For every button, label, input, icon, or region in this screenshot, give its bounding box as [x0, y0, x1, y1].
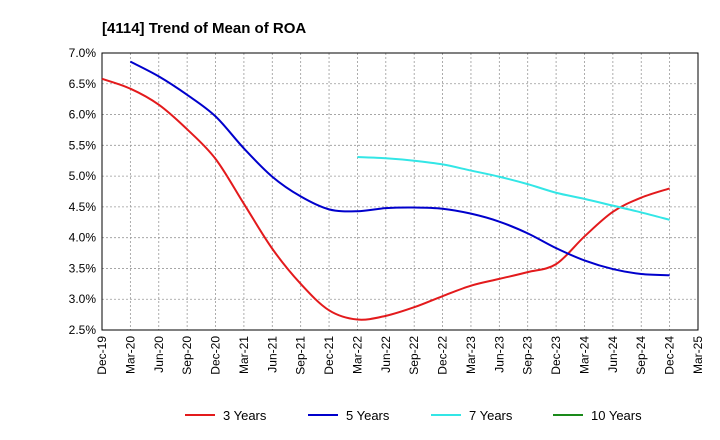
y-tick-label: 2.5%	[69, 323, 97, 337]
x-tick-label: Jun-21	[265, 336, 279, 373]
grid	[102, 53, 698, 330]
legend-item: 3 Years	[185, 408, 267, 423]
series-line-7-years	[357, 156, 670, 221]
x-tick-label: Jun-24	[606, 336, 620, 373]
legend-item: 5 Years	[308, 408, 390, 423]
y-tick-label: 6.5%	[69, 77, 97, 91]
legend: 3 Years 5 Years 7 Years 10 Years	[185, 408, 642, 423]
series-line-5-years	[129, 60, 670, 277]
x-tick-label: Dec-22	[436, 336, 450, 375]
series-line-3-years	[101, 77, 670, 321]
x-tick-label: Jun-23	[492, 336, 506, 373]
legend-item: 10 Years	[553, 408, 642, 423]
y-tick-label: 3.0%	[69, 292, 97, 306]
x-tick-label: Mar-20	[123, 336, 137, 374]
x-tick-label: Mar-21	[237, 336, 251, 374]
chart-title: [4114] Trend of Mean of ROA	[102, 20, 306, 37]
x-tick-label: Sep-23	[521, 336, 535, 375]
x-tick-label: Mar-22	[350, 336, 364, 374]
x-tick-label: Sep-21	[294, 336, 308, 375]
x-tick-label: Mar-25	[691, 336, 705, 374]
y-axis: 7.0% 6.5% 6.0% 5.5% 5.0% 4.5% 4.0% 3.5% 3.0% 2.5%	[69, 46, 97, 337]
y-tick-label: 3.5%	[69, 261, 97, 275]
x-tick-label: Mar-24	[577, 336, 591, 374]
x-tick-label: Jun-22	[379, 336, 393, 373]
y-tick-label: 5.5%	[69, 138, 97, 152]
plot-frame	[101, 52, 699, 331]
x-tick-label: Dec-20	[209, 336, 223, 375]
x-tick-label: Jun-20	[152, 336, 166, 373]
legend-label: 10 Years	[591, 408, 642, 423]
x-tick-label: Dec-19	[95, 336, 109, 375]
legend-item: 7 Years	[431, 408, 513, 423]
y-tick-label: 4.0%	[69, 231, 97, 245]
y-tick-label: 4.5%	[69, 200, 97, 214]
x-axis: Dec-19 Mar-20 Jun-20 Sep-20 Dec-20 Mar-21 Jun-…	[95, 336, 705, 375]
x-tick-label: Mar-23	[464, 336, 478, 374]
x-tick-label: Sep-22	[407, 336, 421, 375]
legend-label: 3 Years	[223, 408, 267, 423]
y-tick-label: 7.0%	[69, 46, 97, 60]
x-tick-label: Sep-24	[634, 336, 648, 375]
legend-label: 5 Years	[346, 408, 390, 423]
legend-label: 7 Years	[469, 408, 513, 423]
y-tick-label: 5.0%	[69, 169, 97, 183]
x-tick-label: Sep-20	[180, 336, 194, 375]
x-tick-label: Dec-21	[322, 336, 336, 375]
series-lines	[101, 60, 670, 321]
y-tick-label: 6.0%	[69, 108, 97, 122]
x-tick-label: Dec-23	[549, 336, 563, 375]
x-tick-label: Dec-24	[663, 336, 677, 375]
